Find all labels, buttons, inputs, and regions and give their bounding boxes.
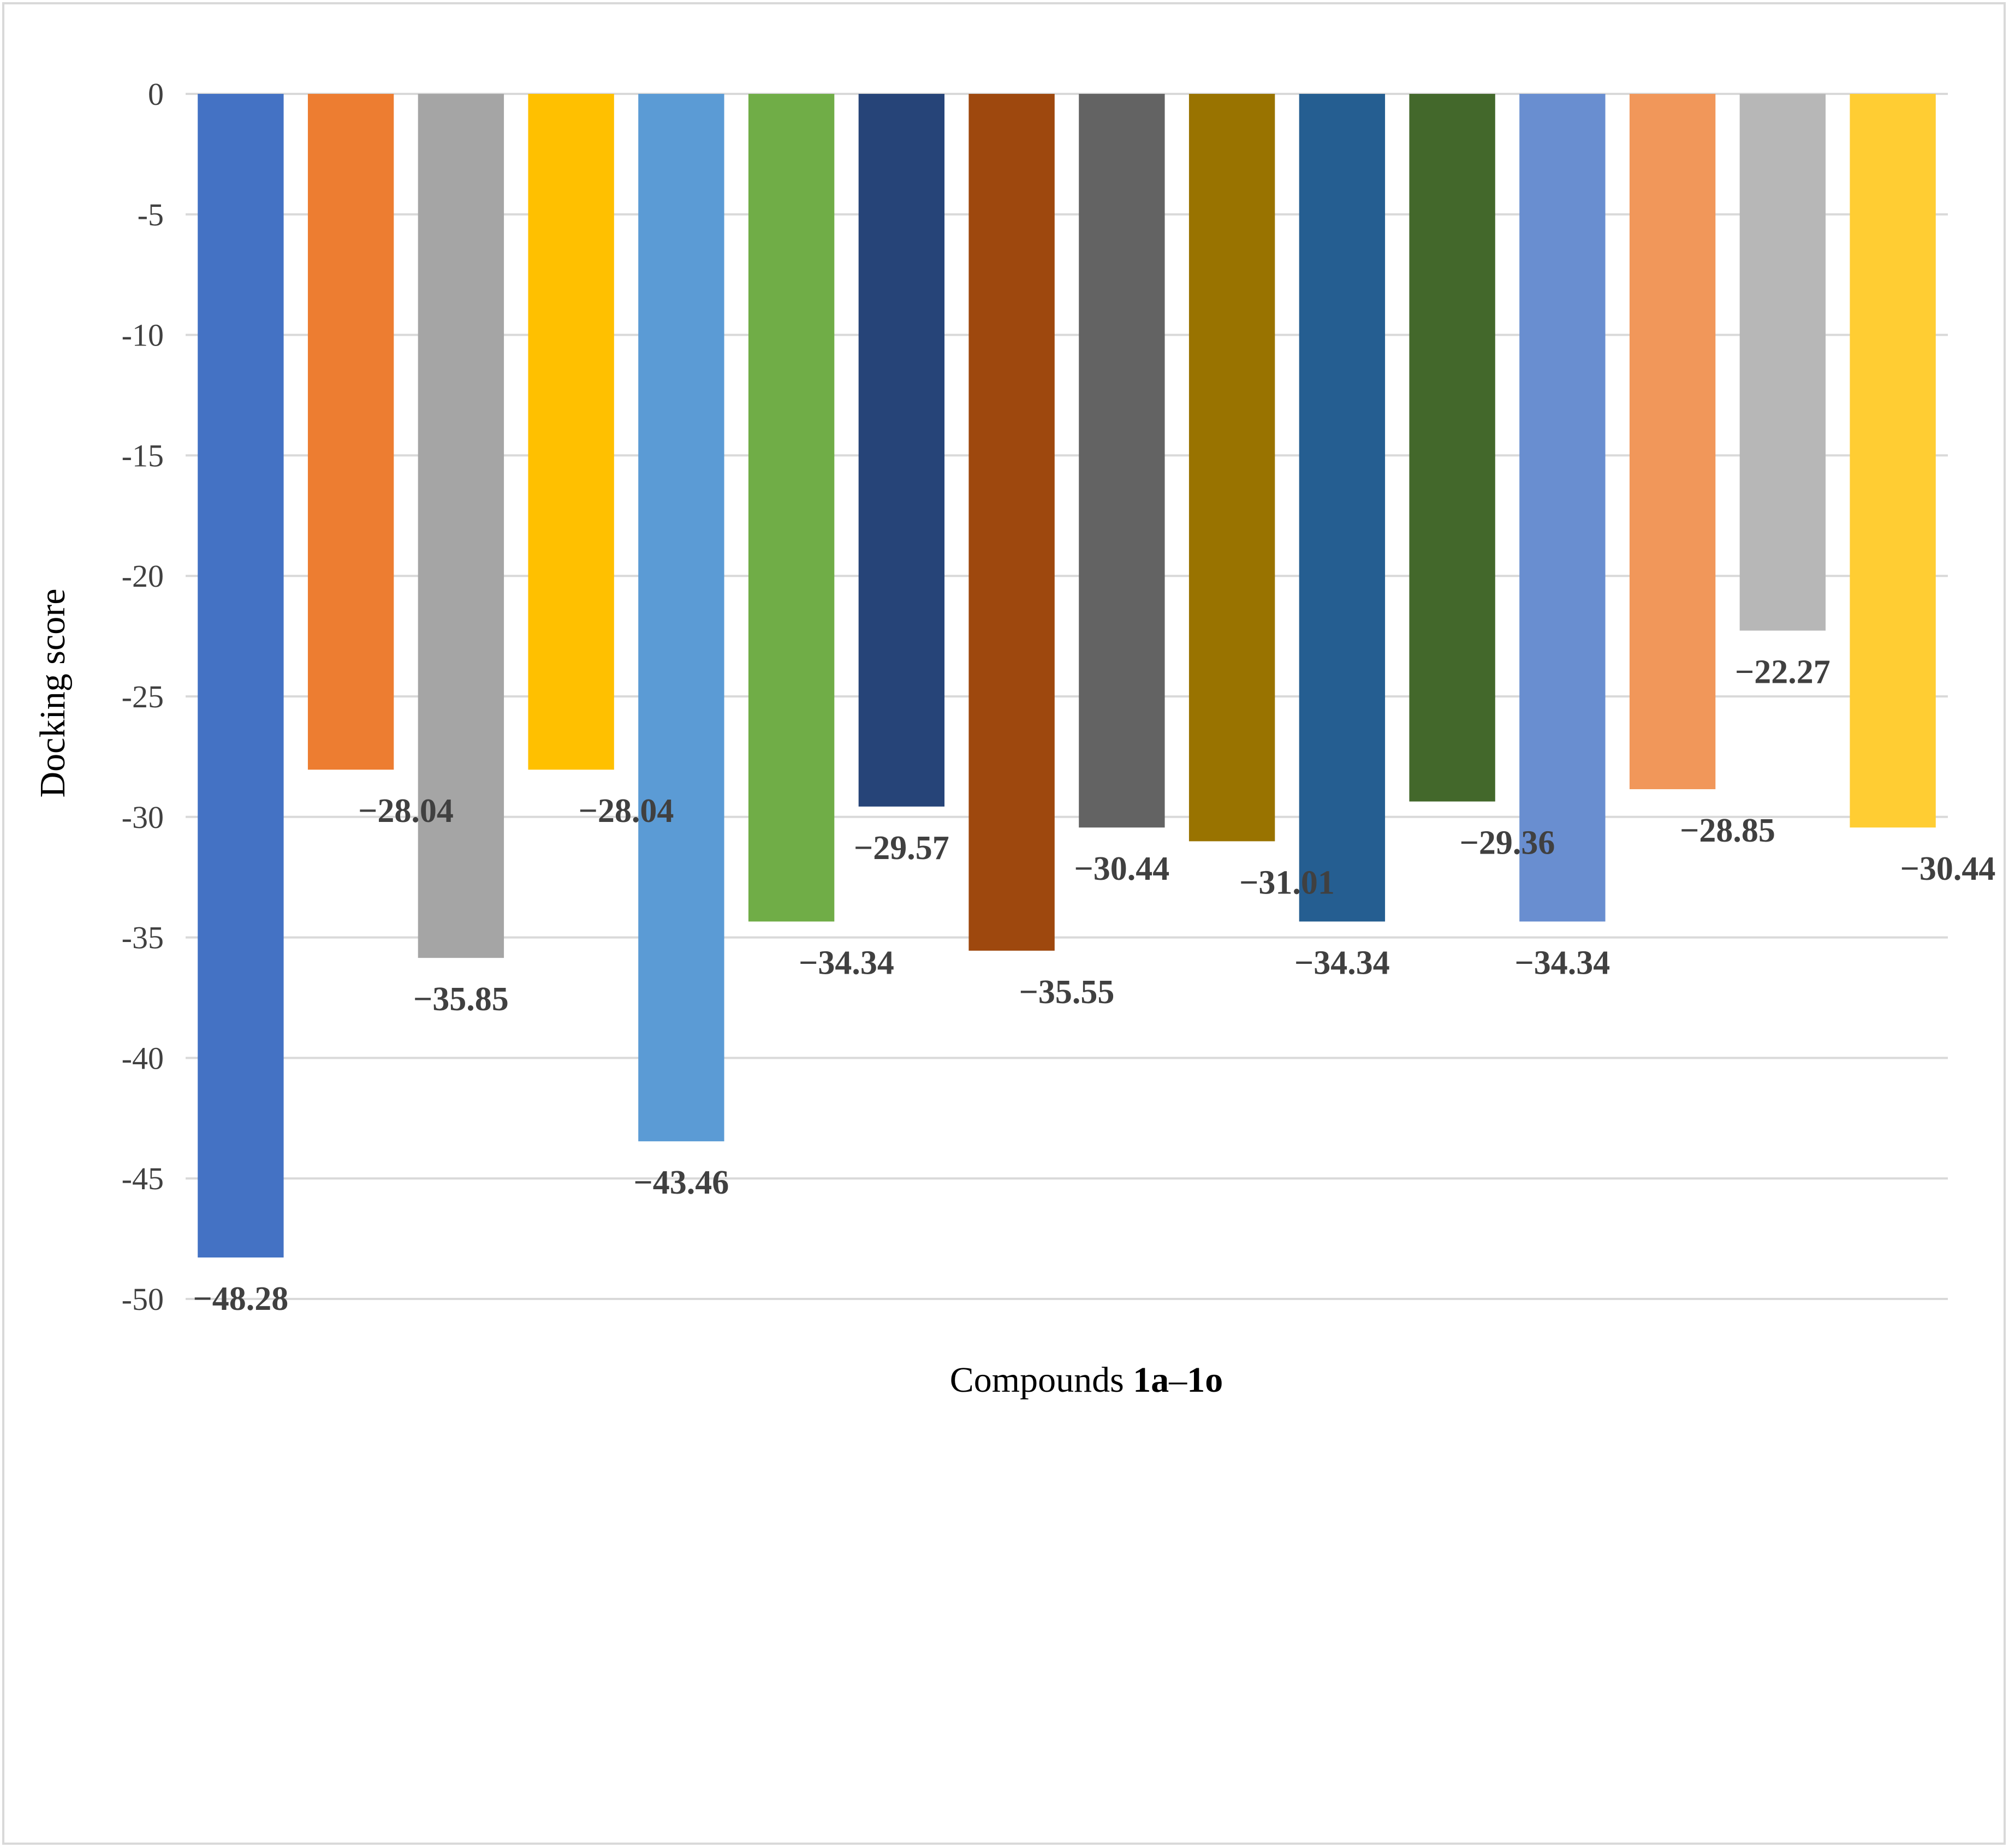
y-tick-label: -25 <box>122 679 164 714</box>
data-label: −35.85 <box>413 981 509 1018</box>
data-label: −31.01 <box>1239 864 1335 901</box>
x-axis-title-dash: – <box>1168 1360 1187 1400</box>
bar-1d <box>638 94 724 1142</box>
data-label: −22.27 <box>1735 653 1830 690</box>
data-label: −29.36 <box>1460 825 1555 862</box>
bar-1l <box>1519 94 1606 922</box>
data-label: −48.28 <box>193 1280 288 1318</box>
bars <box>198 94 1936 1258</box>
bar-1m <box>1629 94 1716 790</box>
x-axis-title-start: 1a <box>1133 1360 1169 1400</box>
x-axis-title-end: 1o <box>1187 1360 1223 1400</box>
y-tick-label: -15 <box>122 438 164 473</box>
bar-1o <box>1850 94 1936 828</box>
bar-1f <box>858 94 945 807</box>
bar-1g <box>968 94 1055 951</box>
bar-1i <box>1188 94 1275 842</box>
data-label: −30.44 <box>1074 850 1169 887</box>
data-label: −29.57 <box>854 830 949 867</box>
y-tick-label: -5 <box>138 197 164 233</box>
bar-1b <box>418 94 504 958</box>
bar-1a <box>307 94 394 770</box>
bar-1e <box>748 94 835 922</box>
y-tick-label: -20 <box>122 558 164 594</box>
data-labels: −48.28 −28.04 −35.85 −28.04 −43.46 −34.34 −29.… <box>193 653 1995 1318</box>
bar-1c <box>528 94 614 770</box>
data-label: −34.34 <box>1294 944 1390 981</box>
data-label: −34.34 <box>799 944 894 981</box>
bar-1h <box>1079 94 1165 828</box>
data-label: −28.85 <box>1680 812 1775 849</box>
data-label: −34.34 <box>1514 944 1610 981</box>
data-label: −28.04 <box>358 792 454 830</box>
data-label: −35.55 <box>1019 974 1115 1011</box>
bar-1k <box>1409 94 1495 802</box>
data-label: −30.44 <box>1900 850 1996 887</box>
y-tick-label: -35 <box>122 920 164 956</box>
y-tick-label: -50 <box>122 1281 164 1317</box>
y-axis-title: Docking score <box>33 588 73 797</box>
data-label: −43.46 <box>633 1164 729 1201</box>
y-tick-label: -10 <box>122 318 164 353</box>
x-axis-title-prefix: Compounds <box>950 1360 1133 1400</box>
x-axis-title: Compounds 1a–1o <box>950 1360 1223 1400</box>
y-tick-label: 0 <box>148 76 164 112</box>
y-tick-label: -40 <box>122 1040 164 1076</box>
data-label: −28.04 <box>579 792 674 830</box>
y-tick-label: -45 <box>122 1161 164 1196</box>
y-tick-label: -30 <box>122 800 164 835</box>
y-axis-ticks: 0 -5 -10 -15 -20 -25 -30 -35 -40 -45 -50 <box>122 76 164 1317</box>
bar-1n <box>1739 94 1826 631</box>
bar-1j <box>1299 94 1386 922</box>
bar-co-crystallized-rxv-f-1021 <box>198 94 284 1258</box>
